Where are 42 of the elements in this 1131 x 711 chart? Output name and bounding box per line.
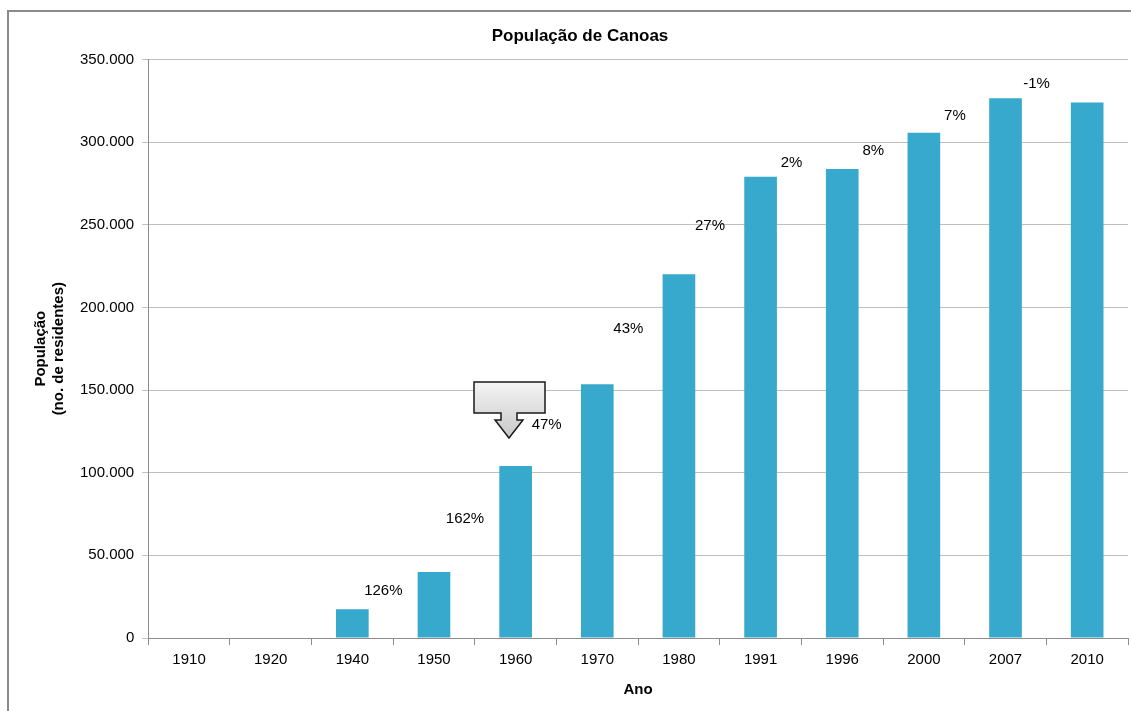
x-tick-label: 1940 (335, 650, 370, 668)
bar (1070, 102, 1104, 638)
x-tick-label: 1950 (417, 650, 451, 668)
y-tick-label: 200.000 (79, 297, 135, 315)
x-tick-label: 2010 (1070, 650, 1104, 668)
annotation: 126% (364, 580, 403, 598)
y-tick-label: 150.000 (79, 380, 135, 398)
annotation: 2% (780, 152, 803, 170)
bar (417, 572, 451, 638)
y-tick-label: 0 (125, 628, 135, 646)
x-tick-label: 1970 (580, 650, 614, 668)
x-tick-label: 2007 (988, 650, 1023, 668)
annotation: 162% (445, 509, 485, 527)
x-tick-label: 1960 (498, 650, 533, 668)
chart-title: População de Canoas (491, 25, 669, 45)
annotation: 27% (694, 215, 725, 233)
y-axis-title: População (no. de residentes) (31, 282, 67, 416)
x-tick-label: 2000 (907, 650, 941, 668)
y-tick-label: 100.000 (79, 462, 135, 480)
annotation: 8% (862, 141, 885, 159)
y-tick-label: 250.000 (79, 214, 135, 232)
x-tick-label: 1980 (662, 650, 696, 668)
y-tick-label: 50.000 (88, 545, 135, 563)
x-tick-label: 1996 (825, 650, 859, 668)
bar (907, 132, 941, 638)
y-tick-label: 350.000 (79, 49, 135, 67)
bar (989, 98, 1022, 638)
annotation: 43% (613, 319, 644, 337)
x-axis-title: Ano (623, 680, 653, 698)
bar (825, 169, 859, 638)
x-tick-label: 1991 (743, 650, 778, 668)
bar (662, 274, 696, 638)
x-tick-label: 1920 (254, 650, 288, 668)
bar (580, 384, 614, 638)
annotation: 7% (944, 105, 966, 123)
bar (499, 466, 532, 638)
y-tick-label: 300.000 (79, 132, 135, 150)
bar (336, 609, 369, 638)
bar (744, 176, 777, 638)
x-tick-label: 1910 (172, 650, 206, 668)
annotation: 47% (531, 415, 562, 433)
annotation: -1% (1023, 74, 1050, 92)
